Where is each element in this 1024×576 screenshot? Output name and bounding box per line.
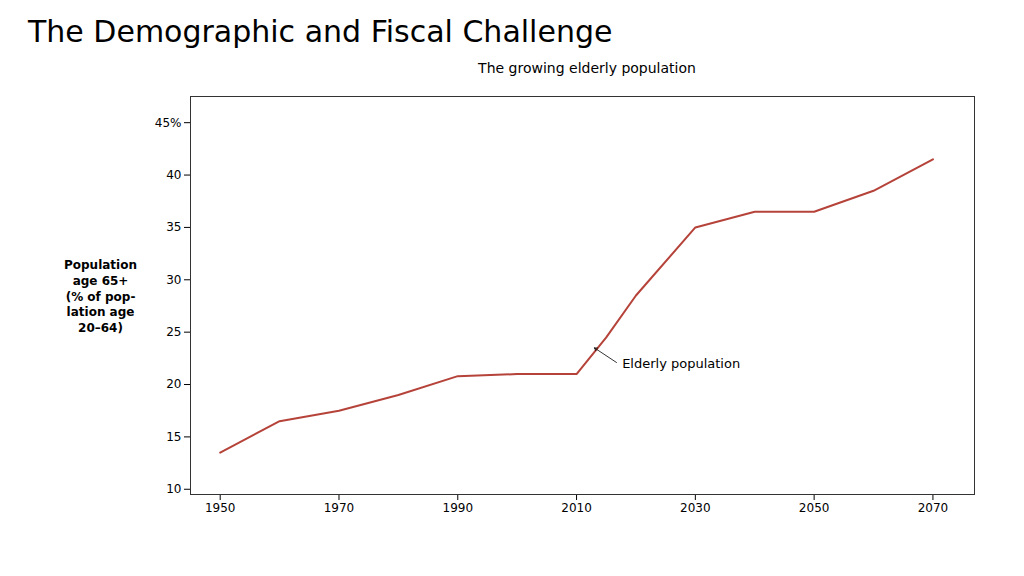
svg-text:2070: 2070 xyxy=(918,501,949,515)
svg-text:2010: 2010 xyxy=(561,501,592,515)
svg-text:2050: 2050 xyxy=(799,501,830,515)
svg-text:20: 20 xyxy=(166,377,181,391)
svg-text:15: 15 xyxy=(166,430,181,444)
svg-text:Elderly population: Elderly population xyxy=(622,356,740,371)
svg-text:2030: 2030 xyxy=(680,501,711,515)
svg-text:45%: 45% xyxy=(155,116,182,130)
svg-text:Populationage 65+(% of pop-lat: Populationage 65+(% of pop-lation age20–… xyxy=(64,258,137,334)
html-text:The Demographic and Fiscal Cha: The Demographic and Fiscal Challenge xyxy=(28,14,613,49)
svg-text:25: 25 xyxy=(166,325,181,339)
svg-text:10: 10 xyxy=(166,482,181,496)
svg-text:35: 35 xyxy=(166,220,181,234)
svg-text:1970: 1970 xyxy=(324,501,355,515)
svg-text:1950: 1950 xyxy=(205,501,236,515)
html-text:The growing elderly population: The growing elderly population xyxy=(478,60,696,76)
svg-text:1990: 1990 xyxy=(442,501,473,515)
svg-text:40: 40 xyxy=(166,168,181,182)
svg-text:30: 30 xyxy=(166,273,181,287)
